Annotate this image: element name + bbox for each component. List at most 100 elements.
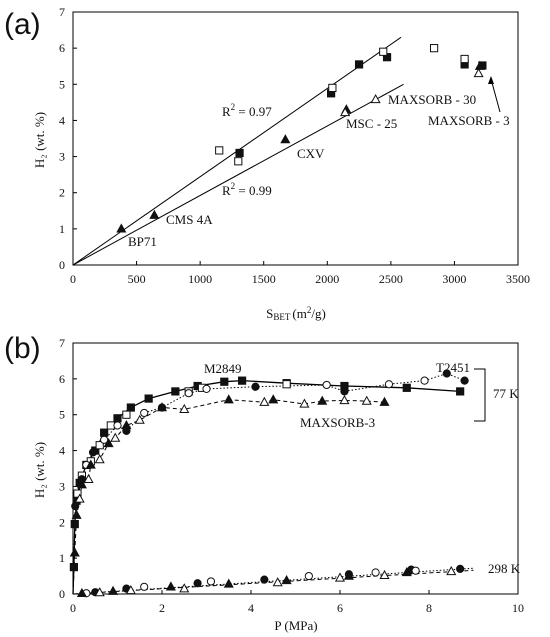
panel-a-y-tick-label: 1 (59, 222, 65, 236)
panel-b-open-circle-point (322, 380, 331, 390)
panel-b-filled-circle-point (442, 369, 451, 378)
panel-a-x-tick-label: 2000 (315, 272, 339, 286)
panel-b-open-square-point (122, 410, 131, 419)
panel-b-open-triangle-point (74, 493, 85, 503)
bracket-77k (474, 368, 486, 422)
panel-b-y-tick-label: 6 (59, 372, 65, 386)
panel-b-filled-triangle-point (317, 395, 328, 405)
panel-b-filled-circle-point (456, 564, 465, 574)
label-298k: 298 K (488, 561, 521, 576)
panel-b-filled-square-point (238, 376, 247, 385)
panel-b-y-tick-label: 7 (59, 336, 65, 350)
r2-099-label: R2 = 0.99 (222, 181, 272, 198)
label-maxsorb3-b: MAXSORB-3 (300, 415, 375, 430)
panel-b-open-circle-point (420, 376, 429, 385)
panel-b-open-triangle-point (94, 454, 105, 464)
panel-a-x-ticks: 0 500 1000 1500 2000 2500 3000 3500 (70, 261, 530, 286)
panel-a-x-tick-label: 3500 (506, 272, 530, 286)
panel-a-filled-square-point (235, 148, 244, 158)
panel-b-filled-triangle-point (156, 402, 168, 412)
panel-b-filled-circle-point (340, 387, 349, 396)
label-t2451: T2451 (436, 360, 470, 375)
panel-b-open-circle-point (140, 408, 149, 418)
panel-a-open-square-point (379, 47, 388, 56)
panel-b-open-square-point (95, 441, 104, 450)
panel-a-y-tick-label: 5 (59, 77, 65, 91)
panel-b-filled-circle-point (193, 579, 202, 588)
panel-b-open-triangle-point (83, 473, 94, 483)
label-m2849: M2849 (204, 361, 242, 376)
panel-b-filled-triangle-point (76, 479, 87, 489)
panel-b-filled-triangle-point (223, 394, 234, 404)
label-maxsorb3-a: MAXSORB - 3 (428, 113, 510, 128)
panel-b-filled-triangle-point (281, 574, 292, 585)
panel-b-filled-square-point (144, 394, 153, 403)
panel-b-open-square-point (282, 380, 291, 389)
panel-b-open-triangle-point (94, 587, 105, 597)
panel-a: (a) 0 500 1000 1500 2000 2500 3000 3500 0 1 2 3 4 5 6… (4, 5, 530, 322)
panel-b-filled-triangle-point (85, 459, 96, 469)
panel-b-label: (b) (4, 332, 41, 365)
curve-maxsorb3 (72, 399, 385, 595)
maxsorb3-arrowhead (488, 76, 494, 84)
panel-b-open-triangle-point (299, 398, 310, 408)
label-msc25: MSC - 25 (346, 116, 397, 131)
panel-a-x-axis-label: SBET (m2/g) (266, 305, 326, 322)
panel-b-filled-square-point (171, 387, 180, 396)
panel-a-filled-square-point (354, 60, 364, 69)
panel-b-open-triangle-point (272, 577, 283, 587)
panel-b-open-circle-point (113, 421, 122, 430)
panel-b-x-tick-label: 2 (159, 601, 165, 615)
panel-b-y-tick-label: 4 (59, 444, 65, 458)
panel-b-open-triangle-point (379, 569, 390, 580)
panel-b-filled-triangle-point (76, 587, 87, 597)
panel-b-filled-square-point (69, 563, 78, 572)
panel-b-filled-square-point (456, 387, 465, 396)
panel-b-y-tick-label: 3 (59, 479, 65, 493)
panel-a-open-square-point (234, 157, 243, 166)
panel-b-filled-triangle-point (108, 585, 119, 595)
panel-b-filled-triangle-point (401, 567, 412, 577)
panel-b-y-ticks: 0 1 2 3 4 5 6 7 (59, 336, 77, 601)
panel-a-filled-square-point (478, 61, 487, 70)
panel-b-x-tick-label: 8 (426, 601, 432, 615)
panel-b-open-circle-point (304, 571, 313, 581)
label-cms4a: CMS 4A (166, 212, 213, 227)
label-bp71: BP71 (128, 234, 157, 249)
curve-m2849 (72, 379, 461, 595)
panel-b-filled-square-point (126, 403, 135, 412)
panel-b-x-ticks: 0 2 4 6 8 10 (70, 590, 524, 615)
panel-b-open-circle-point (411, 566, 420, 575)
panel-b-filled-triangle-point (121, 420, 132, 430)
panel-b-open-circle-point (206, 577, 216, 586)
panel-b-y-axis-label: H₂ (wt. %) (32, 442, 47, 498)
panel-b-filled-triangle-point (343, 570, 354, 580)
panel-a-y-tick-label: 7 (59, 5, 65, 19)
panel-b-open-triangle-point (110, 432, 121, 442)
panel-a-filled-triangle-point (280, 134, 291, 144)
panel-b-open-square-point (106, 421, 115, 430)
panel-a-open-triangle-point (370, 94, 381, 104)
panel-a-y-tick-label: 0 (59, 258, 65, 272)
panel-b-x-tick-label: 10 (512, 601, 524, 615)
panel-b-filled-square-point (220, 377, 229, 386)
panel-b-open-triangle-point (134, 414, 145, 424)
maxsorb3-arrow (490, 78, 501, 113)
panel-b-points (69, 369, 469, 598)
panel-a-x-tick-label: 2500 (379, 272, 403, 286)
panel-b-filled-circle-point (260, 575, 269, 584)
panel-b-open-triangle-point (179, 583, 190, 593)
panel-b-x-tick-label: 0 (70, 601, 76, 615)
panel-b-y-tick-label: 1 (59, 551, 65, 565)
panel-b-plot-frame (72, 342, 519, 595)
panel-b-filled-triangle-point (379, 396, 390, 406)
panel-b-filled-circle-point (460, 376, 469, 385)
panel-a-y-tick-label: 6 (59, 41, 65, 55)
panel-a-open-triangle-point (340, 107, 351, 117)
panel-a-x-tick-label: 0 (70, 272, 76, 286)
panel-b-filled-triangle-point (268, 394, 279, 404)
panel-b-filled-triangle-point (69, 547, 80, 557)
panel-b-x-axis-label: P (MPa) (274, 618, 317, 633)
panel-a-label: (a) (4, 8, 41, 41)
